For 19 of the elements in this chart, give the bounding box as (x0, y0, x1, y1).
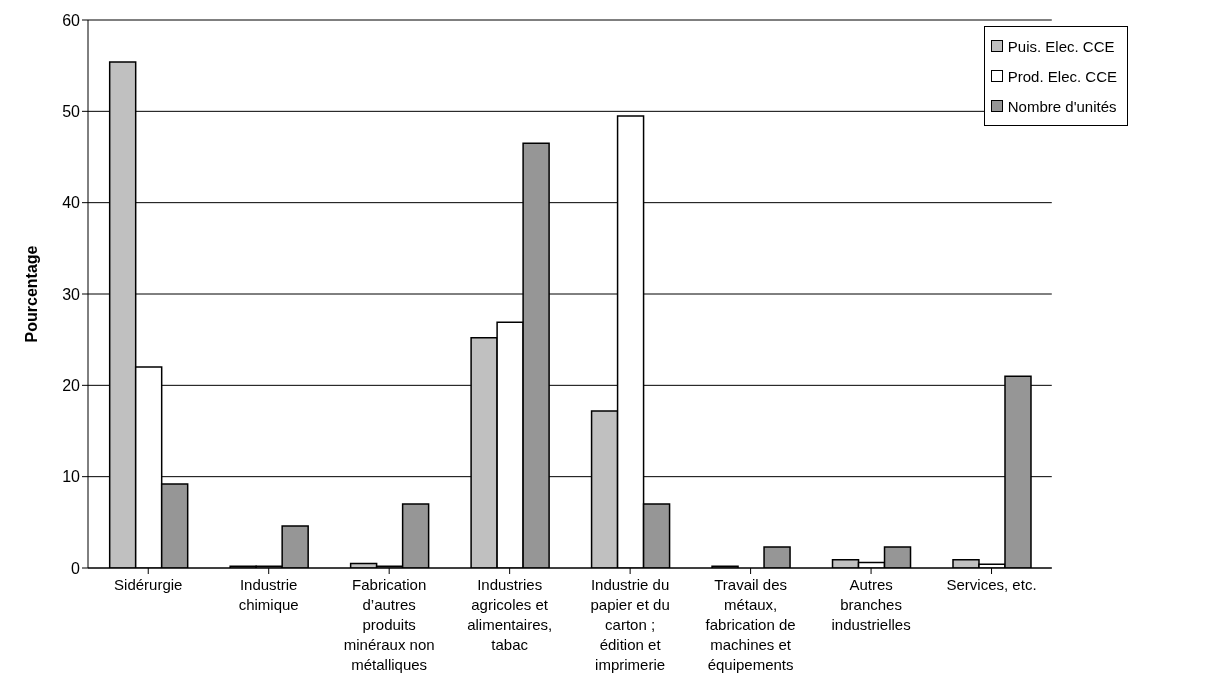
y-tick-label: 0 (71, 559, 81, 577)
x-tick-label: Industrie du papier et du carton ; édition et imprimerie (590, 576, 670, 673)
legend-label: Nombre d'unités (1007, 97, 1117, 115)
x-tick-label: Autres branches industrielles (831, 576, 911, 633)
y-tick-label: 30 (62, 285, 81, 303)
legend-label: Puis. Elec. CCE (1007, 37, 1115, 55)
legend-label: Prod. Elec. CCE (1007, 67, 1117, 85)
x-tick-label: Sidérurgie (114, 576, 183, 593)
x-tick-label: Fabrication d’autres produits minéraux non métalliques (343, 576, 435, 673)
x-tick-label: Travail des métaux, fabrication de machines et équipements (705, 576, 796, 673)
y-axis-title: Pourcentage (22, 245, 40, 343)
y-tick-label: 10 (62, 468, 81, 486)
y-tick-label: 40 (62, 194, 81, 212)
x-tick-label: Industries agricoles et alimentaires, tabac (467, 576, 553, 653)
y-tick-label: 50 (62, 103, 81, 121)
x-tick-label: Industrie chimique (238, 576, 299, 613)
y-tick-label: 60 (62, 11, 81, 29)
y-tick-label: 20 (62, 377, 81, 395)
x-tick-label: Services, etc. (946, 576, 1037, 593)
